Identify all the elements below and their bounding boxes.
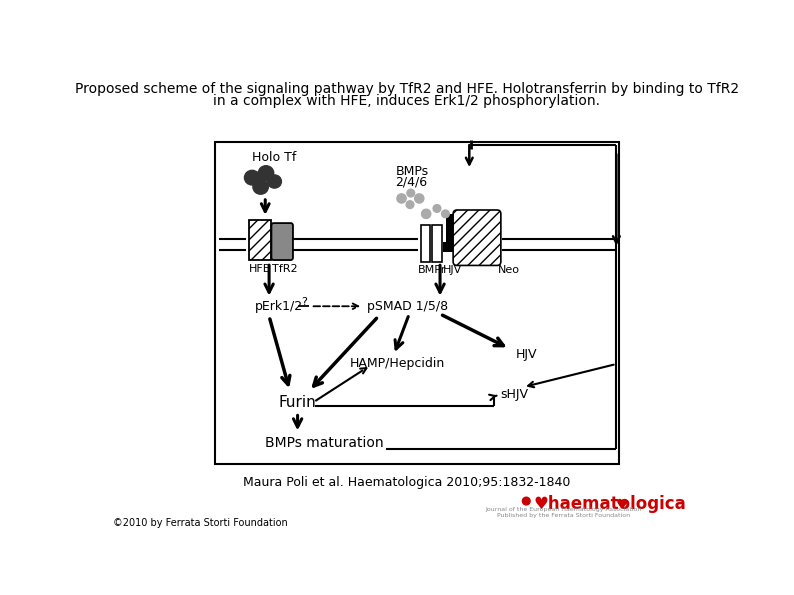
Ellipse shape [253,180,268,194]
Bar [421,226,430,262]
Bar [443,242,460,252]
Text: ?: ? [301,297,306,306]
Text: in a complex with HFE, induces Erk1/2 phosphorylation.: in a complex with HFE, induces Erk1/2 ph… [214,95,600,108]
Text: 2/4/6: 2/4/6 [395,175,427,188]
Ellipse shape [245,170,260,185]
Text: HAMP/Hepcidin: HAMP/Hepcidin [350,358,445,371]
Bar [249,220,271,260]
Ellipse shape [414,194,424,203]
Text: BMPs maturation: BMPs maturation [265,436,384,450]
Ellipse shape [268,175,281,188]
Ellipse shape [433,205,441,212]
Text: pSMAD 1/5/8: pSMAD 1/5/8 [367,300,448,313]
Text: BMPs: BMPs [395,165,429,178]
Text: ♥: ♥ [615,498,628,512]
Ellipse shape [258,166,274,180]
Bar [446,214,456,252]
Text: Journal of the European Haematology Association: Journal of the European Haematology Asso… [485,507,642,512]
FancyBboxPatch shape [453,210,501,265]
Text: pErk1/2: pErk1/2 [255,300,303,313]
Text: sHJV: sHJV [500,389,528,401]
Text: Furin: Furin [279,395,317,410]
Text: Published by the Ferrata Storti Foundation: Published by the Ferrata Storti Foundati… [497,513,630,518]
Text: ♥haematologica: ♥haematologica [534,495,687,513]
Text: TfR2: TfR2 [272,264,297,274]
Text: ©2010 by Ferrata Storti Foundation: ©2010 by Ferrata Storti Foundation [113,518,287,528]
FancyBboxPatch shape [272,223,293,260]
Ellipse shape [522,497,530,505]
Text: HJV: HJV [515,348,537,361]
Ellipse shape [441,210,449,218]
Ellipse shape [422,209,431,218]
Text: BMPr: BMPr [418,265,446,275]
Text: Holo Tf: Holo Tf [252,151,296,164]
Bar [433,226,441,262]
Ellipse shape [407,201,414,208]
Ellipse shape [397,194,407,203]
Bar [215,142,619,464]
Text: Proposed scheme of the signaling pathway by TfR2 and HFE. Holotransferrin by bin: Proposed scheme of the signaling pathway… [75,82,739,96]
Text: HFE: HFE [249,264,271,274]
Text: Maura Poli et al. Haematologica 2010;95:1832-1840: Maura Poli et al. Haematologica 2010;95:… [243,475,571,488]
Ellipse shape [407,189,414,197]
Text: HJV: HJV [443,265,462,275]
Text: Neo: Neo [499,265,520,275]
